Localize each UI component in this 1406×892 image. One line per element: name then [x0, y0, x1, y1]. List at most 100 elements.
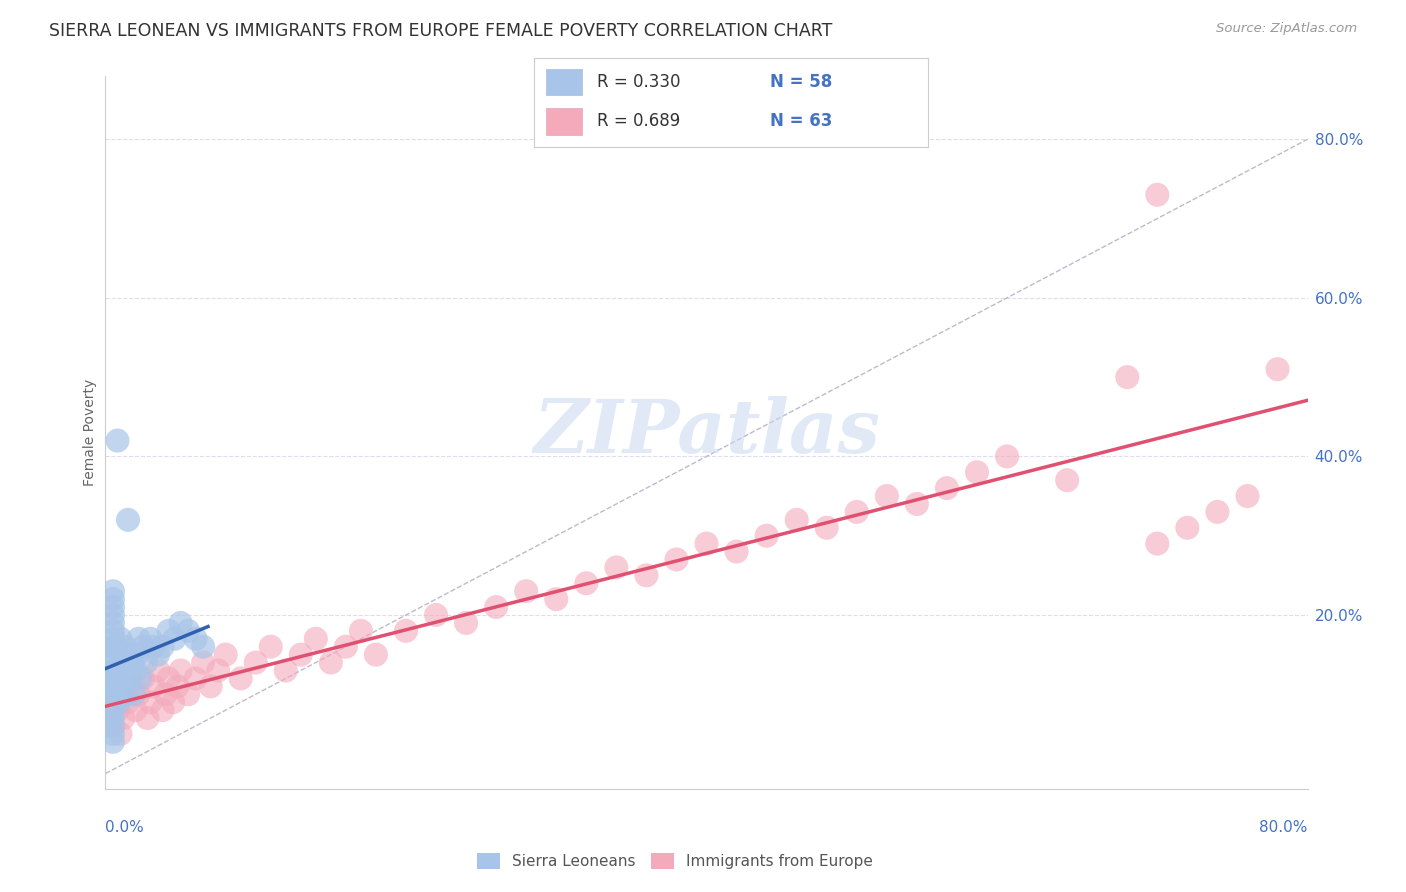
Point — [152, 640, 174, 654]
Point — [177, 687, 200, 701]
Point — [696, 536, 718, 550]
Point — [101, 648, 124, 662]
Point — [207, 664, 229, 678]
Point — [845, 505, 868, 519]
Text: N = 63: N = 63 — [770, 112, 832, 130]
Point — [117, 695, 139, 709]
Point — [665, 552, 688, 566]
Point — [107, 434, 129, 448]
Point — [101, 687, 124, 701]
Point — [104, 687, 127, 701]
Point — [139, 632, 162, 646]
Point — [162, 695, 184, 709]
Point — [515, 584, 537, 599]
Point — [104, 664, 127, 678]
Point — [169, 664, 191, 678]
Point — [101, 727, 124, 741]
Point — [184, 672, 207, 686]
Point — [110, 632, 132, 646]
Point — [786, 513, 808, 527]
Point — [395, 624, 418, 638]
Point — [104, 640, 127, 654]
Point — [191, 640, 214, 654]
Point — [575, 576, 598, 591]
Point — [274, 664, 297, 678]
Point — [245, 656, 267, 670]
Text: 0.0%: 0.0% — [105, 821, 145, 835]
Point — [101, 711, 124, 725]
Point — [815, 521, 838, 535]
Point — [101, 719, 124, 733]
Point — [103, 687, 125, 701]
Point — [936, 481, 959, 495]
Point — [146, 648, 169, 662]
Text: SIERRA LEONEAN VS IMMIGRANTS FROM EUROPE FEMALE POVERTY CORRELATION CHART: SIERRA LEONEAN VS IMMIGRANTS FROM EUROPE… — [49, 22, 832, 40]
Point — [136, 711, 159, 725]
Point — [142, 640, 165, 654]
Point — [101, 592, 124, 607]
Point — [605, 560, 627, 574]
Point — [101, 664, 124, 678]
Point — [114, 640, 136, 654]
Point — [905, 497, 928, 511]
Text: R = 0.689: R = 0.689 — [598, 112, 681, 130]
Point — [110, 656, 132, 670]
Point — [260, 640, 283, 654]
Point — [350, 624, 373, 638]
Point — [101, 615, 124, 630]
Point — [124, 664, 146, 678]
Point — [112, 664, 135, 678]
Point — [101, 600, 124, 615]
Text: 80.0%: 80.0% — [1260, 821, 1308, 835]
Text: Source: ZipAtlas.com: Source: ZipAtlas.com — [1216, 22, 1357, 36]
Point — [1206, 505, 1229, 519]
Point — [1146, 536, 1168, 550]
Point — [191, 656, 214, 670]
Point — [117, 513, 139, 527]
Point — [184, 632, 207, 646]
Point — [305, 632, 328, 646]
Point — [112, 711, 135, 725]
Point — [132, 672, 155, 686]
Point — [121, 679, 143, 693]
Point — [111, 687, 134, 701]
Point — [425, 607, 447, 622]
Point — [725, 544, 748, 558]
Point — [335, 640, 357, 654]
Point — [120, 672, 142, 686]
Point — [101, 656, 124, 670]
Legend: Sierra Leoneans, Immigrants from Europe: Sierra Leoneans, Immigrants from Europe — [471, 847, 879, 875]
Point — [157, 624, 180, 638]
FancyBboxPatch shape — [546, 108, 582, 135]
Point — [110, 727, 132, 741]
Point — [108, 695, 131, 709]
Point — [101, 584, 124, 599]
Point — [101, 703, 124, 717]
Point — [101, 607, 124, 622]
Point — [152, 703, 174, 717]
Point — [118, 648, 141, 662]
Point — [101, 735, 124, 749]
Point — [110, 679, 132, 693]
Point — [125, 648, 148, 662]
Point — [290, 648, 312, 662]
Point — [121, 656, 143, 670]
Point — [755, 529, 778, 543]
Point — [117, 672, 139, 686]
Text: N = 58: N = 58 — [770, 73, 832, 91]
Point — [124, 703, 146, 717]
Y-axis label: Female Poverty: Female Poverty — [83, 379, 97, 486]
Point — [132, 640, 155, 654]
Point — [101, 695, 124, 709]
Point — [454, 615, 477, 630]
Point — [166, 679, 188, 693]
Point — [1236, 489, 1258, 503]
Point — [101, 624, 124, 638]
Point — [101, 679, 124, 693]
Point — [146, 664, 169, 678]
Point — [100, 695, 122, 709]
Point — [1116, 370, 1139, 384]
Point — [101, 719, 124, 733]
Point — [214, 648, 236, 662]
Point — [101, 632, 124, 646]
